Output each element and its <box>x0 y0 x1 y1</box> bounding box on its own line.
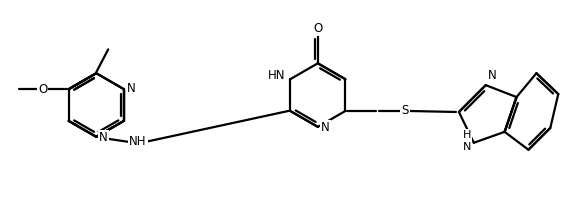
Text: N: N <box>100 131 108 144</box>
Text: N: N <box>127 82 136 95</box>
Text: O: O <box>313 22 322 35</box>
Text: N: N <box>321 121 329 134</box>
Text: S: S <box>401 105 409 118</box>
Text: HN: HN <box>268 69 285 82</box>
Text: O: O <box>38 83 48 96</box>
Text: NH: NH <box>129 135 147 148</box>
Text: H
N: H N <box>463 130 471 152</box>
Text: N: N <box>488 69 496 82</box>
